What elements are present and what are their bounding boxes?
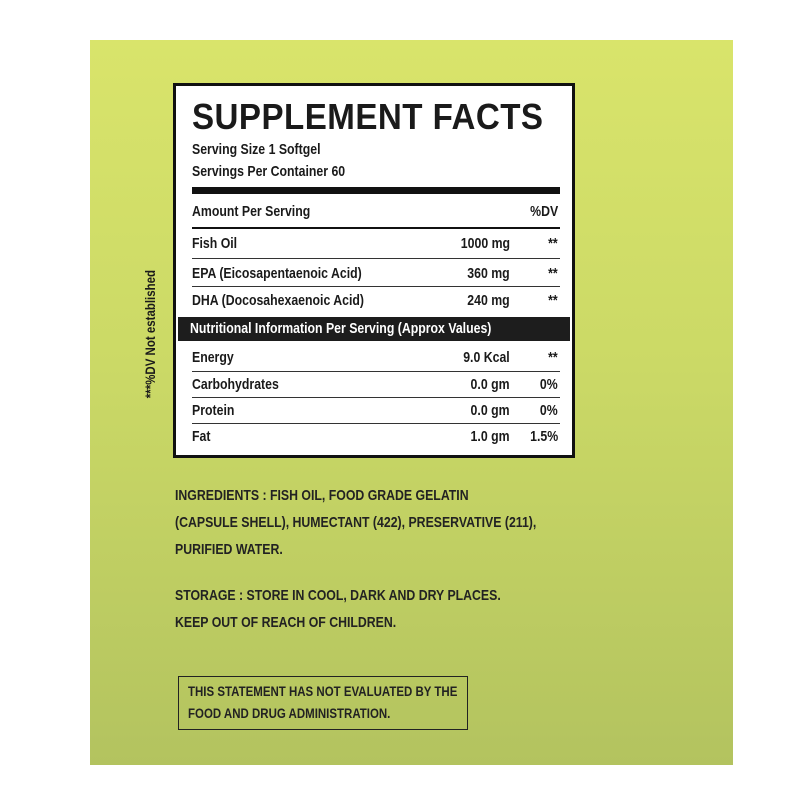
row-amount: 360 mg xyxy=(467,265,510,282)
divider xyxy=(192,371,560,372)
supplement-facts-panel: SUPPLEMENT FACTS Serving Size 1 Softgel … xyxy=(173,83,575,458)
row-name: Carbohydrates xyxy=(192,376,279,393)
nutrition-band-text: Nutritional Information Per Serving (App… xyxy=(190,320,492,337)
storage-line: KEEP OUT OF REACH OF CHILDREN. xyxy=(175,614,397,631)
row-name: Fat xyxy=(192,428,211,445)
serving-size: Serving Size 1 Softgel xyxy=(192,141,349,158)
table-row: Energy 9.0 Kcal ** xyxy=(192,346,560,370)
dv-footnote: ***%DV Not established xyxy=(142,242,158,398)
divider xyxy=(192,286,560,287)
row-amount: 0.0 gm xyxy=(471,402,510,419)
row-amount: 1000 mg xyxy=(460,235,510,252)
row-name: Fish Oil xyxy=(192,235,238,252)
dv-header: %DV xyxy=(529,203,558,220)
nutrition-band: Nutritional Information Per Serving (App… xyxy=(178,317,570,341)
facts-title: SUPPLEMENT FACTS xyxy=(192,96,574,138)
dv-footnote-text: ***%DV Not established xyxy=(142,269,158,399)
row-name: Energy xyxy=(192,349,234,366)
fda-statement-box: THIS STATEMENT HAS NOT EVALUATED BY THE … xyxy=(178,676,468,730)
statement-line: FOOD AND DRUG ADMINISTRATION. xyxy=(188,705,391,721)
row-dv: ** xyxy=(548,235,558,252)
row-name: Protein xyxy=(192,402,235,419)
table-row: DHA (Docosahexaenoic Acid) 240 mg ** xyxy=(192,289,560,313)
row-name: DHA (Docosahexaenoic Acid) xyxy=(192,292,365,309)
servings-per-container-text: Servings Per Container 60 xyxy=(192,163,346,180)
header-row: Amount Per Serving %DV xyxy=(192,200,560,224)
amount-header: Amount Per Serving xyxy=(192,203,311,220)
ingredients-line: (CAPSULE SHELL), HUMECTANT (422), PRESER… xyxy=(175,514,537,531)
ingredients: INGREDIENTS : FISH OIL, FOOD GRADE GELAT… xyxy=(175,482,616,563)
row-dv: ** xyxy=(548,292,558,309)
row-amount: 0.0 gm xyxy=(471,376,510,393)
row-amount: 9.0 Kcal xyxy=(463,349,510,366)
statement-line: THIS STATEMENT HAS NOT EVALUATED BY THE xyxy=(188,683,458,699)
row-dv: ** xyxy=(548,349,558,366)
table-row: EPA (Eicosapentaenoic Acid) 360 mg ** xyxy=(192,262,560,286)
facts-title-text: SUPPLEMENT FACTS xyxy=(192,96,544,137)
ingredients-line: PURIFIED WATER. xyxy=(175,541,283,558)
storage: STORAGE : STORE IN COOL, DARK AND DRY PL… xyxy=(175,582,572,636)
row-dv: ** xyxy=(548,265,558,282)
divider xyxy=(192,423,560,424)
ingredients-line: INGREDIENTS : FISH OIL, FOOD GRADE GELAT… xyxy=(175,487,469,504)
row-name: EPA (Eicosapentaenoic Acid) xyxy=(192,265,362,282)
table-row: Fat 1.0 gm 1.5% xyxy=(192,425,560,449)
servings-per-container: Servings Per Container 60 xyxy=(192,163,379,180)
divider xyxy=(192,397,560,398)
thick-divider xyxy=(192,187,560,194)
row-amount: 240 mg xyxy=(467,292,510,309)
table-row: Protein 0.0 gm 0% xyxy=(192,399,560,423)
row-dv: 0% xyxy=(540,402,558,419)
row-dv: 1.5% xyxy=(529,428,558,445)
serving-size-text: Serving Size 1 Softgel xyxy=(192,141,321,158)
row-amount: 1.0 gm xyxy=(471,428,510,445)
divider xyxy=(192,227,560,229)
row-dv: 0% xyxy=(540,376,558,393)
storage-line: STORAGE : STORE IN COOL, DARK AND DRY PL… xyxy=(175,587,501,604)
divider xyxy=(192,258,560,259)
table-row: Carbohydrates 0.0 gm 0% xyxy=(192,373,560,397)
table-row: Fish Oil 1000 mg ** xyxy=(192,232,560,256)
